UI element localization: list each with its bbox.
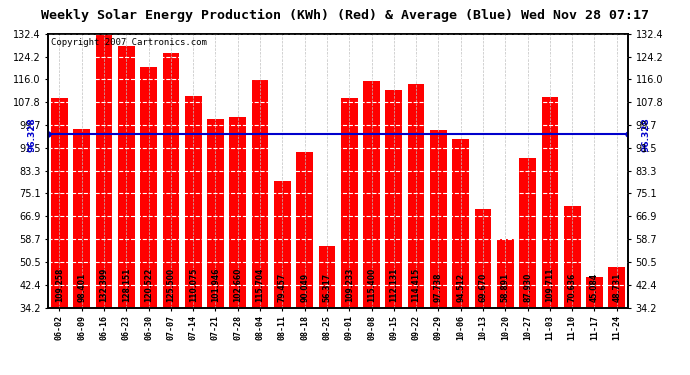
Text: 94.512: 94.512	[456, 273, 465, 302]
Text: 132.399: 132.399	[99, 267, 108, 302]
Text: 90.049: 90.049	[300, 273, 309, 302]
Bar	[252, 80, 268, 308]
Text: 125.500: 125.500	[166, 268, 175, 302]
Text: 69.670: 69.670	[478, 273, 488, 302]
Bar	[497, 238, 513, 308]
Bar	[207, 118, 224, 308]
Text: 98.401: 98.401	[77, 273, 86, 302]
Text: 109.233: 109.233	[345, 267, 354, 302]
Text: 128.151: 128.151	[122, 267, 131, 302]
Text: 120.522: 120.522	[144, 268, 153, 302]
Text: 79.457: 79.457	[278, 273, 287, 302]
Bar	[453, 140, 469, 308]
Text: 109.711: 109.711	[545, 267, 554, 302]
Text: 58.891: 58.891	[501, 273, 510, 302]
Text: Copyright 2007 Cartronics.com: Copyright 2007 Cartronics.com	[51, 38, 207, 47]
Bar	[386, 90, 402, 308]
Text: 102.660: 102.660	[233, 267, 242, 302]
Bar	[564, 206, 580, 308]
Bar	[475, 209, 491, 308]
Text: 115.704: 115.704	[255, 267, 264, 302]
Bar	[609, 267, 625, 308]
Bar	[408, 84, 424, 308]
Text: 96.328: 96.328	[27, 117, 36, 152]
Bar	[118, 46, 135, 308]
Text: 48.731: 48.731	[612, 273, 621, 302]
Text: 87.930: 87.930	[523, 273, 532, 302]
Bar	[341, 98, 357, 308]
Text: 45.084: 45.084	[590, 273, 599, 302]
Text: 114.415: 114.415	[412, 268, 421, 302]
Bar	[296, 152, 313, 308]
Bar	[51, 98, 68, 308]
Text: 112.131: 112.131	[389, 267, 398, 302]
Bar	[520, 158, 536, 308]
Bar	[430, 130, 447, 308]
Bar	[185, 96, 201, 308]
Text: 97.738: 97.738	[434, 272, 443, 302]
Text: Weekly Solar Energy Production (KWh) (Red) & Average (Blue) Wed Nov 28 07:17: Weekly Solar Energy Production (KWh) (Re…	[41, 9, 649, 22]
Bar	[586, 277, 603, 308]
Bar	[542, 97, 558, 308]
Bar	[319, 246, 335, 308]
Bar	[140, 67, 157, 308]
Text: 56.317: 56.317	[322, 273, 331, 302]
Bar	[230, 117, 246, 308]
Bar	[163, 53, 179, 307]
Bar	[274, 182, 290, 308]
Text: 96.328: 96.328	[641, 117, 650, 152]
Text: 101.946: 101.946	[211, 267, 220, 302]
Bar	[363, 81, 380, 308]
Text: 109.258: 109.258	[55, 267, 64, 302]
Bar	[73, 129, 90, 308]
Text: 110.075: 110.075	[188, 267, 198, 302]
Text: 115.400: 115.400	[367, 268, 376, 302]
Text: 70.636: 70.636	[568, 273, 577, 302]
Bar	[96, 34, 112, 308]
